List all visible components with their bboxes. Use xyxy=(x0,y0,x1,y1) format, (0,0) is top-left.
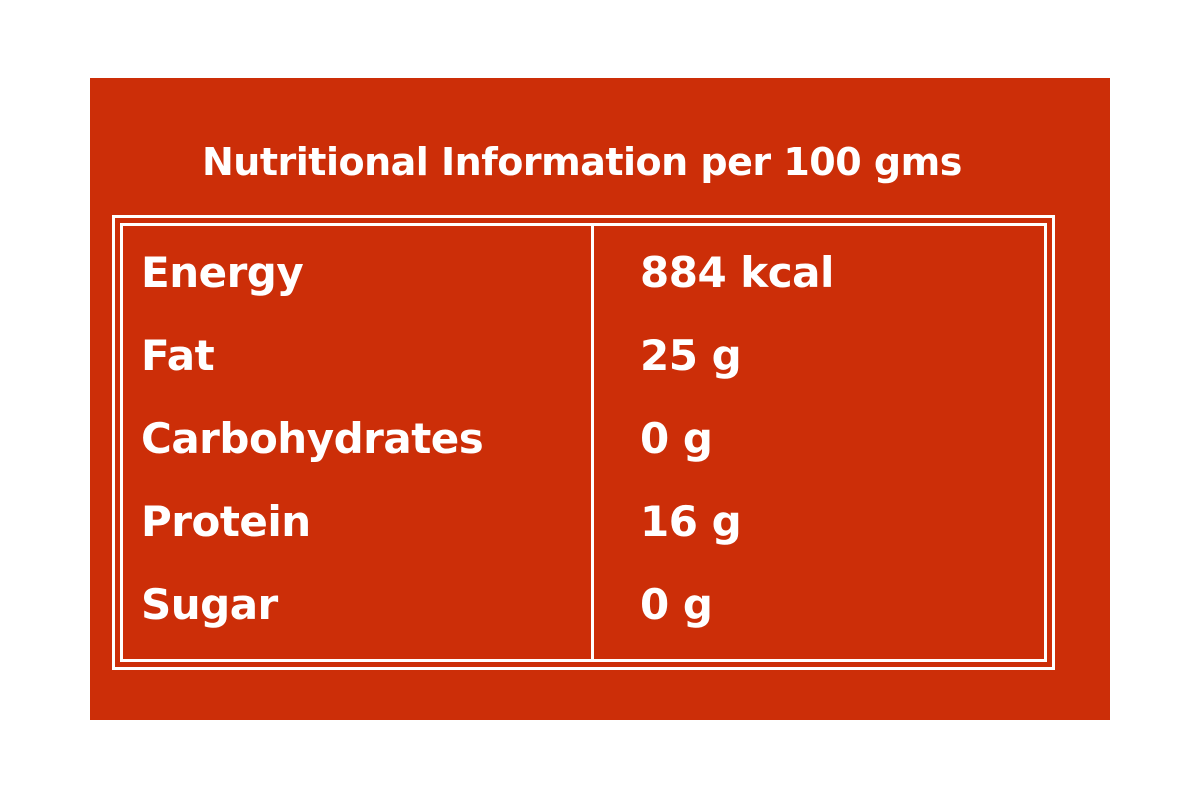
title: Nutritional Information per 100 gms xyxy=(202,140,962,184)
column-divider xyxy=(591,226,594,659)
nutrient-amount: 884 kcal xyxy=(640,248,834,297)
table: Energy 884 kcal Fat 25 g Carbohydrates 0 g Pro… xyxy=(120,223,1047,662)
nutrient-name: Protein xyxy=(141,497,311,546)
nutrient-name: Carbohydrates xyxy=(141,414,484,463)
nutrient-amount: 0 g xyxy=(640,580,713,629)
nutrient-name: Sugar xyxy=(141,580,278,629)
label-panel: Nutritional Information per 100 gms Ener… xyxy=(90,78,1110,720)
nutrient-name: Fat xyxy=(141,331,215,380)
nutrient-amount: 16 g xyxy=(640,497,742,546)
table-frame: Energy 884 kcal Fat 25 g Carbohydrates 0 g Pro… xyxy=(112,215,1055,670)
nutrient-amount: 25 g xyxy=(640,331,742,380)
nutrient-name: Energy xyxy=(141,248,304,297)
nutrient-amount: 0 g xyxy=(640,414,713,463)
